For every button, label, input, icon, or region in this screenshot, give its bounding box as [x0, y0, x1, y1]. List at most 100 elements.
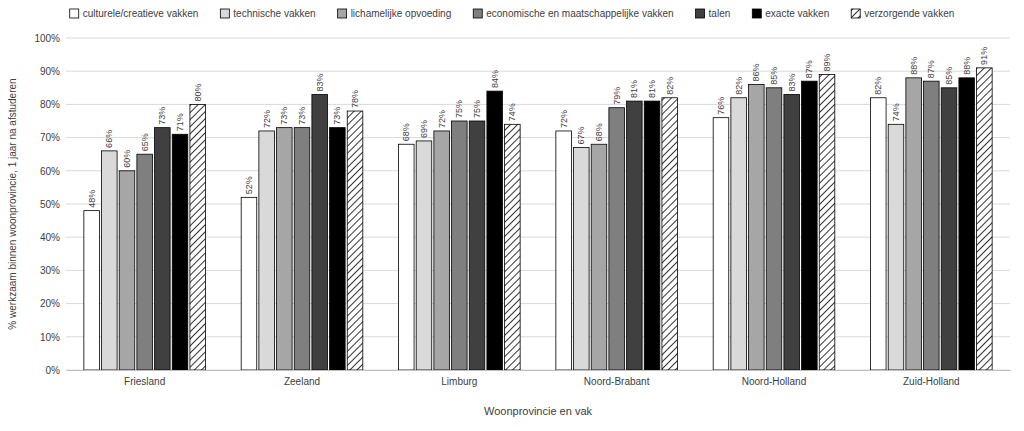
bar — [977, 68, 993, 370]
y-tick-label: 40% — [40, 232, 60, 243]
bar — [312, 94, 328, 370]
bar — [347, 111, 363, 370]
legend-item: exacte vakken — [752, 8, 829, 19]
grid — [66, 38, 1010, 370]
data-label: 74% — [891, 103, 901, 121]
legend-swatch — [473, 9, 482, 18]
bar — [84, 211, 100, 370]
y-tick: 30% — [40, 265, 66, 276]
bar — [277, 128, 293, 370]
legend: culturele/creatieve vakken technische vak… — [70, 8, 955, 19]
plot: 0%10%20%30%40%50%60%70%80%90%100%48%52%6… — [34, 33, 1010, 387]
bar — [924, 81, 940, 370]
y-tick-label: 100% — [34, 33, 60, 44]
bar — [416, 141, 432, 370]
legend-swatch — [70, 9, 79, 18]
data-label: 78% — [350, 90, 360, 108]
bar — [941, 88, 957, 370]
data-label: 91% — [979, 47, 989, 65]
bar — [469, 121, 485, 370]
bar — [906, 78, 922, 370]
bar — [452, 121, 468, 370]
bar — [434, 131, 450, 370]
legend-label: economische en maatschappelijke vakken — [486, 8, 673, 19]
data-label: 87% — [804, 60, 814, 78]
grid-line — [66, 104, 1010, 105]
y-tick: 100% — [34, 33, 66, 44]
data-label: 83% — [315, 73, 325, 91]
x-tick: Zuid-Holland — [903, 376, 960, 387]
legend-item: verzorgende vakken — [851, 8, 954, 19]
x-tick-label: Zuid-Holland — [903, 376, 960, 387]
bar — [137, 154, 153, 370]
bar — [662, 98, 678, 370]
legend-swatch — [752, 9, 761, 18]
legend-item: technische vakken — [220, 8, 315, 19]
legend-item: lichamelijke opvoeding — [338, 8, 452, 19]
bar — [713, 118, 729, 370]
legend-item: culturele/creatieve vakken — [70, 8, 199, 19]
data-label: 88% — [962, 57, 972, 75]
bar — [871, 98, 887, 370]
data-label: 73% — [279, 107, 289, 125]
x-tick-label: Noord-Brabant — [584, 376, 650, 387]
bar — [574, 148, 590, 370]
bar — [294, 128, 310, 370]
y-tick: 10% — [40, 332, 66, 343]
y-tick: 50% — [40, 199, 66, 210]
y-tick-label: 0% — [46, 365, 61, 376]
data-label: 75% — [472, 100, 482, 118]
data-label: 76% — [716, 97, 726, 115]
y-tick: 90% — [40, 66, 66, 77]
y-tick-label: 90% — [40, 66, 60, 77]
data-label: 89% — [822, 54, 832, 72]
x-axis: FrieslandZeelandLimburgNoord-BrabantNoor… — [67, 371, 1011, 388]
y-tick-label: 60% — [40, 166, 60, 177]
legend-swatch — [696, 9, 705, 18]
legend-label: talen — [709, 8, 731, 19]
bars — [84, 68, 992, 370]
data-label: 83% — [787, 73, 797, 91]
legend-label: lichamelijke opvoeding — [351, 8, 452, 19]
x-tick: Friesland — [124, 376, 165, 387]
data-label: 82% — [734, 77, 744, 95]
bar — [959, 78, 975, 370]
legend-item: talen — [696, 8, 731, 19]
y-tick-label: 50% — [40, 199, 60, 210]
legend-swatch — [338, 9, 347, 18]
data-labels: 48%52%68%72%76%82%66%72%69%67%82%74%60%7… — [87, 47, 990, 208]
bar — [241, 197, 257, 370]
y-tick: 40% — [40, 232, 66, 243]
data-label: 81% — [629, 80, 639, 98]
x-tick: Zeeland — [284, 376, 320, 387]
data-label: 80% — [193, 83, 203, 101]
bar — [749, 84, 765, 370]
y-tick: 0% — [46, 365, 66, 376]
data-label: 72% — [437, 110, 447, 128]
grid-line — [66, 370, 1010, 371]
y-axis: 0% 10% 20% 30% 40% 50% 60% 70% 80% 90% 100% — [34, 33, 66, 376]
data-label: 85% — [769, 67, 779, 85]
bar — [556, 131, 572, 370]
data-label: 84% — [490, 70, 500, 88]
x-axis-line — [67, 370, 1011, 371]
y-tick: 80% — [40, 99, 66, 110]
grid-line — [66, 204, 1010, 205]
y-axis-line — [66, 39, 67, 371]
y-tick-label: 70% — [40, 132, 60, 143]
bar — [190, 104, 206, 370]
y-tick-label: 80% — [40, 99, 60, 110]
y-tick: 20% — [40, 298, 66, 309]
legend-swatch — [220, 9, 229, 18]
data-label: 73% — [297, 107, 307, 125]
legend-label: culturele/creatieve vakken — [83, 8, 199, 19]
bar — [609, 108, 625, 370]
bar — [172, 134, 188, 370]
x-tick: Noord-Brabant — [584, 376, 650, 387]
x-tick-label: Friesland — [124, 376, 165, 387]
x-tick-label: Zeeland — [284, 376, 320, 387]
bar — [644, 101, 660, 370]
y-tick: 60% — [40, 166, 66, 177]
bar — [505, 124, 521, 370]
x-tick-label: Noord-Holland — [742, 376, 806, 387]
